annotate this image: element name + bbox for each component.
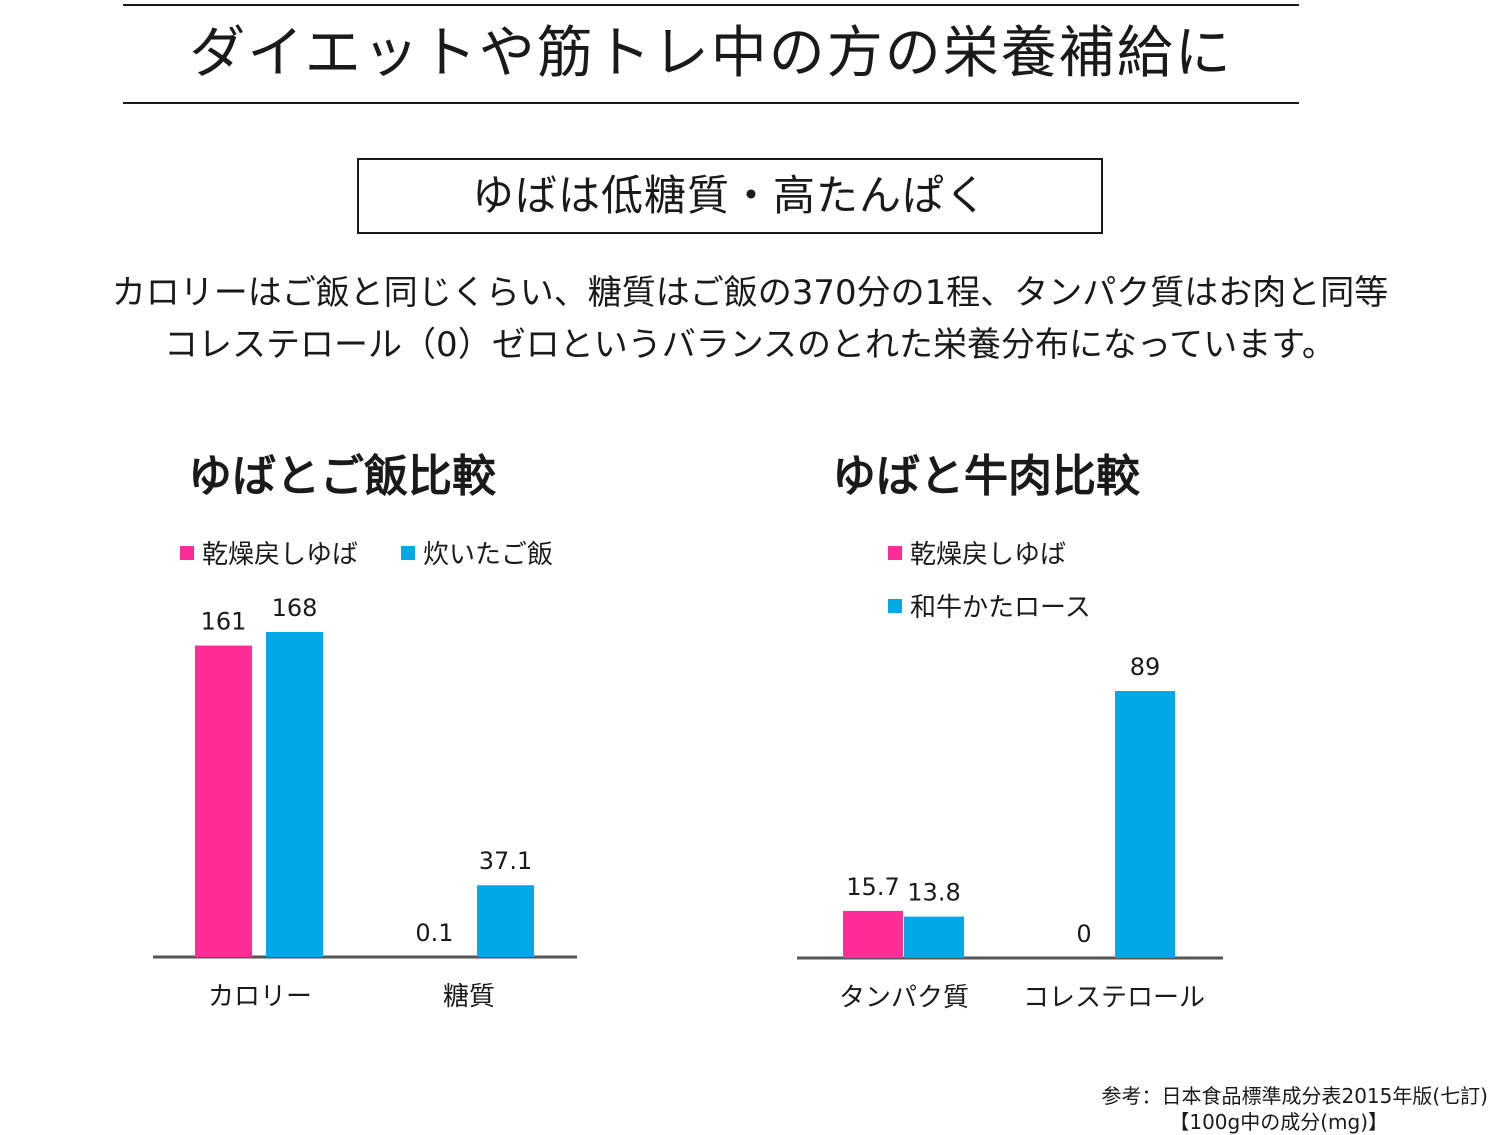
chart2-bar-compare-1 <box>1115 691 1175 958</box>
chart1-legend-rice-swatch <box>401 545 415 560</box>
chart1-legend-yuba-label: 乾燥戻しゆば <box>202 540 359 570</box>
chart2-legend-beef-swatch <box>888 598 902 613</box>
chart1-legend-rice-label: 炊いたご飯 <box>423 540 554 570</box>
chart2-bar-compare-0 <box>904 916 964 958</box>
chart1-title: ゆばとご飯比較 <box>188 451 496 502</box>
chart1-legend-yuba-swatch <box>180 545 194 560</box>
chart1-data-label-0-0: 161 <box>201 608 247 636</box>
source-note: 参考：日本食品標準成分表2015年版(七訂) <box>1101 1084 1488 1108</box>
description-line-1: カロリーはご飯と同じくらい、糖質はご飯の370分の1程、タンパク質はお肉と同等 <box>111 273 1389 313</box>
chart2-category-label-0: タンパク質 <box>839 983 969 1013</box>
chart2-legend-yuba: 乾燥戻しゆば <box>888 534 1066 571</box>
chart2-legend-beef: 和牛かたロース <box>888 587 1091 624</box>
chart2-data-label-1-0: 13.8 <box>907 879 960 907</box>
chart1-data-label-0-1: 0.1 <box>415 919 453 947</box>
chart1-category-label-1: 糖質 <box>443 982 495 1012</box>
source-unit-note: 【100g中の成分(mg)】 <box>1169 1110 1388 1134</box>
subheadline-box: ゆばは低糖質・高たんぱく <box>357 158 1103 234</box>
chart2-legend-beef-label: 和牛かたロース <box>910 593 1091 623</box>
description-line-2: コレステロール（0）ゼロというバランスのとれた栄養分布になっています。 <box>164 325 1336 365</box>
chart1-category-label-0: カロリー <box>208 982 312 1012</box>
chart1-data-label-1-1: 37.1 <box>479 847 532 875</box>
chart1-data-label-1-0: 168 <box>272 594 318 622</box>
chart2-data-label-0-1: 0 <box>1076 920 1091 948</box>
page-headline: ダイエットや筋トレ中の方の栄養補給に <box>189 21 1233 86</box>
chart2-legend-yuba-label: 乾燥戻しゆば <box>910 540 1067 570</box>
chart1-legend-yuba: 乾燥戻しゆば <box>180 534 358 571</box>
headline-bottom-rule <box>123 102 1299 104</box>
chart1-bar-yuba-0 <box>195 645 252 957</box>
chart2-data-label-0-0: 15.7 <box>846 873 899 901</box>
chart2-bar-yuba-0 <box>843 910 903 958</box>
chart2-title: ゆばと牛肉比較 <box>832 451 1140 502</box>
chart1-bar-compare-1 <box>477 885 534 957</box>
chart1-legend-rice: 炊いたご飯 <box>401 534 553 571</box>
chart2-legend-yuba-swatch <box>888 545 902 560</box>
chart2-category-label-1: コレステロール <box>1023 983 1205 1013</box>
chart1-bar-compare-0 <box>266 632 323 957</box>
headline-top-rule <box>123 4 1299 6</box>
chart2-data-label-1-1: 89 <box>1130 653 1161 681</box>
